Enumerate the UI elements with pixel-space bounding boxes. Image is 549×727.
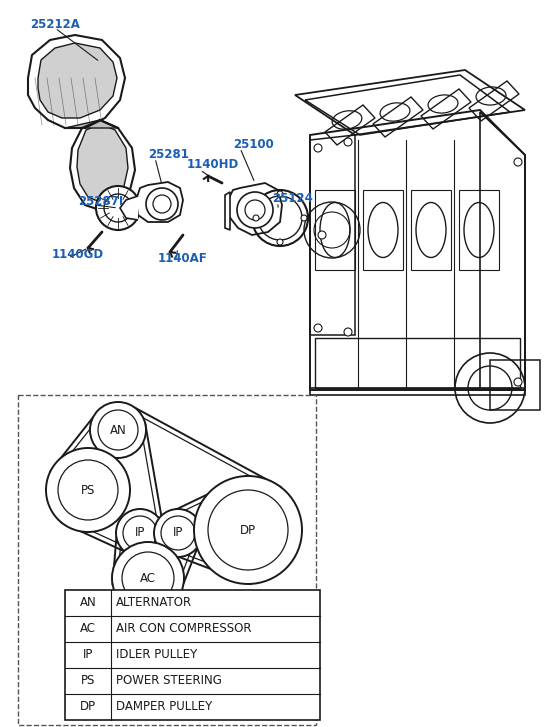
Circle shape [318, 231, 326, 239]
Polygon shape [120, 196, 138, 220]
Circle shape [245, 200, 265, 220]
Circle shape [104, 194, 132, 222]
Circle shape [194, 476, 302, 584]
Circle shape [112, 542, 184, 614]
Circle shape [277, 239, 283, 245]
Circle shape [146, 188, 178, 220]
Circle shape [116, 509, 164, 557]
Text: AC: AC [80, 622, 96, 635]
Text: IP: IP [135, 526, 145, 539]
Circle shape [514, 378, 522, 386]
Circle shape [277, 191, 283, 197]
Text: DP: DP [80, 701, 96, 713]
Text: AN: AN [80, 596, 96, 609]
Circle shape [154, 509, 202, 557]
Text: IP: IP [173, 526, 183, 539]
Text: IP: IP [83, 648, 93, 662]
Bar [18, 395, 316, 725]
Circle shape [96, 186, 140, 230]
Circle shape [314, 324, 322, 332]
Text: POWER STEERING: POWER STEERING [116, 675, 222, 688]
Circle shape [514, 158, 522, 166]
Circle shape [253, 215, 259, 221]
Polygon shape [228, 183, 282, 235]
Text: 25100: 25100 [233, 138, 274, 151]
Text: 25124: 25124 [272, 192, 313, 205]
Polygon shape [136, 182, 183, 222]
Text: 1140GD: 1140GD [52, 248, 104, 261]
Text: 1140HD: 1140HD [187, 158, 239, 171]
Text: DAMPER PULLEY: DAMPER PULLEY [116, 701, 212, 713]
Text: AN: AN [110, 424, 126, 436]
Text: PS: PS [81, 675, 95, 688]
Text: PS: PS [81, 483, 95, 497]
Circle shape [314, 144, 322, 152]
Polygon shape [77, 124, 128, 202]
Circle shape [153, 195, 171, 213]
Text: ALTERNATOR: ALTERNATOR [116, 596, 192, 609]
Circle shape [301, 215, 307, 221]
Polygon shape [65, 120, 118, 128]
Circle shape [344, 138, 352, 146]
Text: DP: DP [240, 523, 256, 537]
Text: AC: AC [140, 571, 156, 585]
Text: 25287I: 25287I [78, 195, 123, 208]
Polygon shape [225, 192, 230, 230]
Bar [65, 590, 320, 720]
Text: 25212A: 25212A [30, 18, 80, 31]
Circle shape [90, 402, 146, 458]
Polygon shape [38, 43, 117, 118]
Text: 25281: 25281 [148, 148, 189, 161]
Circle shape [46, 448, 130, 532]
Circle shape [344, 328, 352, 336]
Text: AIR CON COMPRESSOR: AIR CON COMPRESSOR [116, 622, 251, 635]
Text: 1140AF: 1140AF [158, 252, 208, 265]
Text: IDLER PULLEY: IDLER PULLEY [116, 648, 197, 662]
Circle shape [237, 192, 273, 228]
